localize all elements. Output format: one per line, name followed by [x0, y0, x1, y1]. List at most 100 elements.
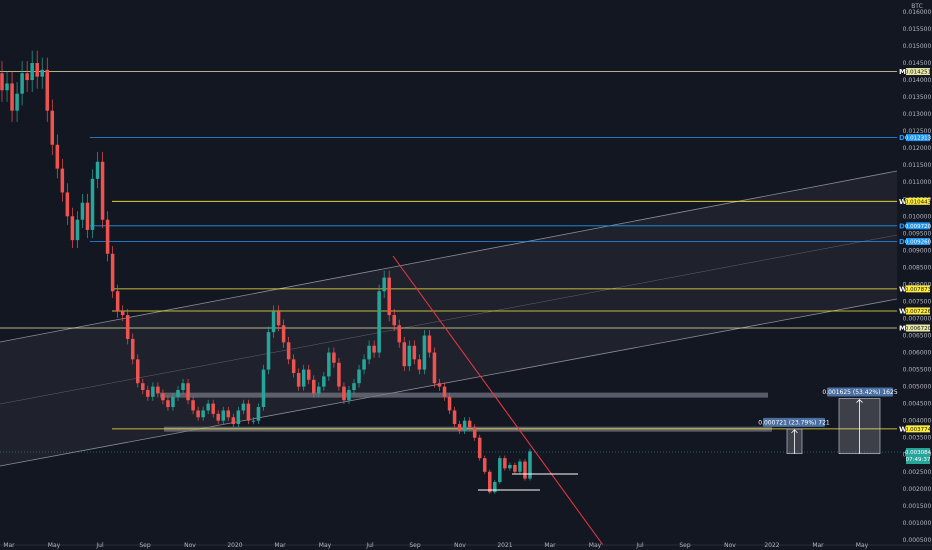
candle-44 [221, 410, 226, 421]
x-tick-11: 2021 [497, 542, 512, 549]
candle-49 [246, 403, 251, 421]
x-tick-13: May [589, 542, 602, 549]
x-tick-19: May [856, 542, 869, 549]
level-label-1: 0.012313 [905, 136, 932, 142]
candle-8 [40, 69, 44, 77]
drawings[interactable]: 0.000721 (23.79%) 721 0.001625 (53.42%) 1… [0, 255, 906, 546]
y-tick-23: 0.004500 [903, 401, 932, 408]
x-tick-15: Sep [679, 542, 691, 549]
level-timeframe-6: W [899, 307, 907, 315]
level-label-6: 0.007226 [905, 309, 932, 315]
candle-101 [508, 464, 512, 469]
y-tick-21: 0.005500 [903, 367, 932, 374]
x-tick-18: Mar [812, 542, 824, 549]
candle-92 [462, 420, 467, 431]
time-axis[interactable]: Mar May Jul Sep Nov 2020 Mar May Jul Sep Nov 2021 Ma… [3, 542, 868, 549]
candle-57 [286, 342, 291, 360]
x-tick-5: 2020 [227, 542, 242, 549]
channel-upper-line[interactable] [0, 170, 898, 343]
measure-label-0: 0.000721 (23.79%) 721 [758, 419, 830, 426]
candle-22 [110, 253, 115, 292]
candle-90 [452, 410, 457, 425]
channel-mid-line[interactable] [0, 234, 898, 405]
y-tick-25: 0.003500 [903, 435, 932, 442]
x-tick-8: Jul [365, 542, 374, 549]
candle-88 [442, 386, 447, 397]
y-tick-30: 0.001000 [903, 520, 932, 527]
level-label-bg-2 [906, 197, 930, 205]
candle-32 [161, 393, 165, 401]
candle-54 [271, 311, 276, 333]
candle-24 [120, 311, 125, 316]
channel-lower-line[interactable] [0, 298, 898, 467]
y-tick-22: 0.005000 [903, 384, 932, 391]
x-tick-7: May [319, 542, 332, 549]
y-tick-17: 0.007500 [903, 298, 932, 305]
y-tick-10: 0.011000 [903, 179, 932, 186]
y-tick-7: 0.012500 [903, 128, 932, 135]
y-tick-12: 0.010000 [903, 213, 932, 220]
candle-67 [337, 362, 341, 387]
candle-60 [301, 369, 306, 387]
currency-label: BTC [911, 3, 923, 10]
candle-102 [513, 464, 517, 472]
candle-73 [367, 345, 371, 360]
candle-45 [226, 410, 231, 418]
candle-75 [377, 291, 381, 353]
level-timeframe-5: W [899, 285, 907, 293]
candle-4 [20, 73, 24, 94]
y-tick-16: 0.008000 [903, 281, 932, 288]
candle-81 [407, 345, 412, 367]
candle-103 [518, 461, 522, 472]
x-tick-16: Nov [724, 542, 736, 549]
x-tick-4: Nov [184, 542, 196, 549]
x-tick-0: Mar [3, 542, 15, 549]
candle-1 [5, 83, 9, 91]
candle-95 [477, 437, 482, 459]
level-label-0: 0.014251 [905, 70, 931, 76]
candle-72 [362, 359, 366, 370]
candle-97 [488, 471, 492, 493]
y-tick-0: 0.016000 [903, 9, 932, 16]
measure-arrowhead-0 [791, 429, 798, 434]
level-timeframe-2: W [899, 198, 907, 206]
candle-10 [50, 110, 55, 145]
candle-100 [503, 458, 507, 469]
x-tick-9: Sep [409, 542, 421, 549]
candle-91 [457, 424, 462, 431]
candle-58 [291, 359, 296, 373]
support-zone-upper[interactable] [160, 392, 768, 398]
descending-trendline[interactable] [392, 255, 604, 546]
level-label-bg-5 [906, 285, 930, 293]
level-timeframe-7: M [899, 325, 906, 333]
candle-77 [387, 277, 391, 316]
candle-11 [55, 144, 60, 169]
level-timeframe-1: D [899, 134, 905, 142]
candle-26 [130, 338, 135, 360]
y-tick-15: 0.008500 [903, 264, 932, 271]
candle-14 [70, 216, 75, 241]
candle-78 [392, 315, 396, 326]
candle-84 [422, 335, 427, 370]
candle-85 [427, 335, 432, 353]
candle-39 [196, 410, 200, 418]
y-tick-1: 0.015500 [903, 26, 932, 33]
candle-64 [322, 376, 326, 387]
y-tick-18: 0.007000 [903, 315, 932, 322]
candle-9 [45, 69, 50, 111]
candle-13 [65, 192, 70, 217]
candle-87 [437, 383, 442, 387]
regression-channel[interactable] [0, 170, 898, 467]
candle-28 [141, 383, 145, 391]
candle-105 [528, 451, 532, 479]
y-tick-5: 0.013500 [903, 94, 932, 101]
candle-52 [261, 369, 266, 408]
level-timeframe-4: D [899, 238, 905, 246]
candle-27 [136, 359, 140, 384]
candle-18 [90, 178, 95, 230]
level-label-bg-7 [906, 324, 930, 332]
candle-46 [231, 417, 236, 425]
